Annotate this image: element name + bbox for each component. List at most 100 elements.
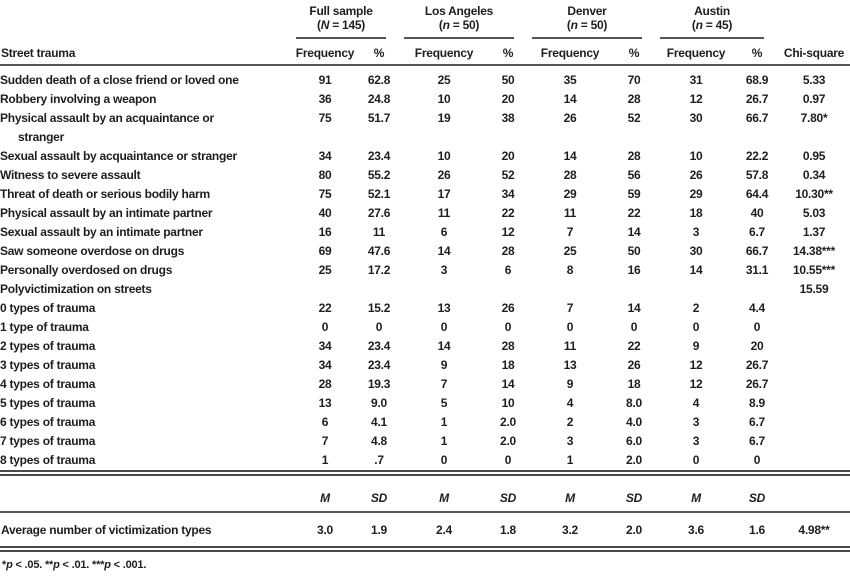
cell-value: 0 <box>692 320 700 334</box>
cell-value: 7 <box>566 301 574 315</box>
cell-value: 20 <box>501 149 515 163</box>
cell-value: 40 <box>750 206 764 220</box>
chi-square-value <box>778 375 850 394</box>
table-row: Witness to severe assault 80 55.2 26 52 28 56 2… <box>0 166 850 185</box>
table-row: Sudden death of a close friend or loved … <box>0 65 850 90</box>
cell-value: 18 <box>627 377 641 391</box>
table-row: Robbery involving a weapon 36 24.8 10 20 14 28… <box>0 90 850 109</box>
table-row: 1 type of trauma 0 0 0 0 0 0 0 0 <box>0 318 850 337</box>
cell-value: 68.9 <box>745 73 769 87</box>
cell-value: 1 <box>321 453 329 467</box>
row-label: 5 types of trauma <box>0 396 96 410</box>
table-row: Physical assault by an intimate partner 4… <box>0 204 850 223</box>
chi-square-value <box>778 394 850 413</box>
chi-square-value: 10.55*** <box>792 263 836 277</box>
cell-value: 20 <box>750 339 764 353</box>
table-row: Personally overdosed on drugs 25 17.2 3 6 8 16… <box>0 261 850 280</box>
cell-value: 28 <box>563 168 577 182</box>
cell-value: 29 <box>563 187 577 201</box>
row-label: 4 types of trauma <box>0 377 96 391</box>
group-header-row: Street trauma Full sample (N = 145) Los … <box>0 4 850 66</box>
row-label: 8 types of trauma <box>0 453 96 467</box>
table-row: 6 types of trauma 6 4.1 1 2.0 2 4.0 3 6.7 <box>0 413 850 432</box>
cell-value: 11 <box>372 225 386 239</box>
cell-value: 14 <box>627 301 641 315</box>
cell-value: 8.9 <box>749 396 765 410</box>
cell-value <box>612 280 656 299</box>
cell-value: 14 <box>437 339 451 353</box>
cell-value <box>656 280 736 299</box>
sd-header: SD <box>736 475 778 513</box>
column-header-street-trauma: Street trauma <box>0 4 292 66</box>
cell-value: 4.4 <box>749 301 765 315</box>
chi-square-value: 15.59 <box>799 282 829 296</box>
row-label: Average number of victimization types <box>1 522 212 537</box>
cell-value: 27.6 <box>367 206 391 220</box>
column-header-percent: % <box>612 39 656 66</box>
street-trauma-table: Street trauma Full sample (N = 145) Los … <box>0 4 850 552</box>
cell-value: 0 <box>630 320 638 334</box>
msd-header-row: M SD M SD M SD M SD <box>0 475 850 513</box>
cell-value: 6.0 <box>626 434 642 448</box>
cell-value: 26.7 <box>745 377 769 391</box>
row-label: 7 types of trauma <box>0 434 96 448</box>
row-label: 0 types of trauma <box>0 301 96 315</box>
table-row: Threat of death or serious bodily harm 75… <box>0 185 850 204</box>
table-row: 8 types of trauma 1 .7 0 0 1 2.0 0 0 <box>0 451 850 471</box>
cell-value: 26 <box>437 168 451 182</box>
significance-footnote: *p < .05. **p < .01. ***p < .001. <box>2 559 147 571</box>
cell-value: 31 <box>689 73 703 87</box>
cell-value: 34 <box>318 149 332 163</box>
cell-value: 0 <box>321 320 329 334</box>
table-row: Saw someone overdose on drugs 69 47.6 14 28 2… <box>0 242 850 261</box>
cell-value: .7 <box>374 453 384 467</box>
table-row: 5 types of trauma 13 9.0 5 10 4 8.0 4 8.9 <box>0 394 850 413</box>
cell-value: 34 <box>318 339 332 353</box>
cell-value: 66.7 <box>745 111 769 125</box>
measure-header-row: Frequency % Frequency % Frequency % Freq… <box>0 39 850 66</box>
chi-square-value <box>778 356 850 375</box>
empty-stub <box>0 475 292 513</box>
table-body: Sudden death of a close friend or loved … <box>0 65 850 471</box>
cell-value: 3 <box>566 434 574 448</box>
summary-section: M SD M SD M SD M SD Average number of vi… <box>0 470 850 552</box>
cell-value: 18 <box>689 206 703 220</box>
column-header-chi-square: Chi-square <box>778 4 850 66</box>
column-header-frequency: Frequency <box>292 39 358 66</box>
cell-value: 1 <box>566 453 574 467</box>
chi-square-value: 5.33 <box>802 73 826 87</box>
cell-value: 10 <box>501 396 515 410</box>
m-header: M <box>292 475 358 513</box>
cell-value: 50 <box>501 73 515 87</box>
cell-value: 26.7 <box>745 92 769 106</box>
cell-value: 0 <box>753 320 761 334</box>
cell-value: 26 <box>563 111 577 125</box>
row-label: Sexual assault by an intimate partner <box>0 225 203 239</box>
cell-value: 28 <box>501 244 515 258</box>
chi-square-value: 5.03 <box>802 206 826 220</box>
cell-value: 36 <box>318 92 332 106</box>
cell-value: 25 <box>563 244 577 258</box>
row-label: Physical assault by an intimate partner <box>0 206 213 220</box>
cell-value: 24.8 <box>367 92 391 106</box>
group-header-austin: Austin (n = 45) <box>656 4 778 39</box>
cell-value: 52 <box>501 168 515 182</box>
cell-value: 3 <box>692 225 700 239</box>
chi-square-value <box>778 413 850 432</box>
chi-square-value: 14.38*** <box>792 244 836 258</box>
cell-value: 25 <box>437 73 451 87</box>
cell-value: 17.2 <box>367 263 391 277</box>
column-header-frequency: Frequency <box>656 39 736 66</box>
group-header-denver-label: Denver (n = 50) <box>532 4 642 39</box>
cell-value: 75 <box>318 187 332 201</box>
table-row: Sexual assault by an intimate partner 16 1… <box>0 223 850 242</box>
chi-square-value: 0.34 <box>802 168 826 182</box>
cell-value: 31.1 <box>745 263 769 277</box>
cell-value: 11 <box>563 339 577 353</box>
cell-value: 34 <box>501 187 515 201</box>
cell-value: 0 <box>504 320 512 334</box>
cell-value: 6 <box>504 263 512 277</box>
cell-value: 7 <box>566 225 574 239</box>
cell-value: 2 <box>692 301 700 315</box>
cell-value: 12 <box>689 92 703 106</box>
